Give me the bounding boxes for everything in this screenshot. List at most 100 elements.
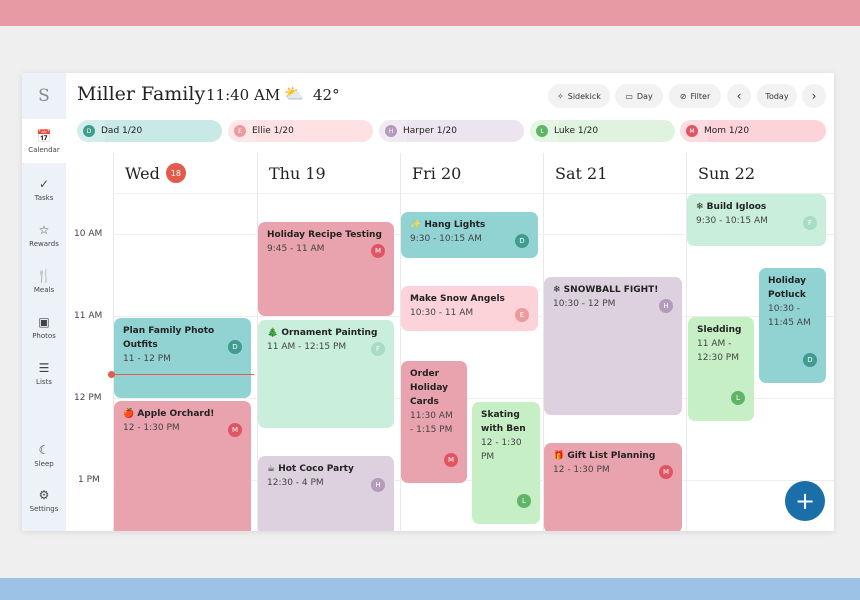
calendar-event[interactable]: ❄ Build Igloos 9:30 - 10:15 AM F <box>687 194 826 246</box>
event-title: 🍎 Apple Orchard! <box>123 409 215 419</box>
calendar-event[interactable]: ❄ SNOWBALL FIGHT! 10:30 - 12 PM H <box>544 277 682 415</box>
temperature: 42° <box>313 86 340 104</box>
sidebar-item-rewards[interactable]: ☆ Rewards <box>29 222 59 248</box>
event-time: 10:30 - 12 PM <box>553 299 616 309</box>
event-owner-avatar: E <box>515 308 529 322</box>
event-title: 🎁 Gift List Planning <box>553 451 656 461</box>
calendar-icon: ▭ <box>625 91 633 101</box>
event-title: Plan Family Photo Outfits <box>123 326 215 350</box>
photo-icon: ▣ <box>38 314 50 329</box>
chevron-right-icon: › <box>811 89 817 103</box>
grid-line <box>113 398 834 399</box>
member-pill[interactable]: L Luke 1/20 <box>530 120 675 142</box>
event-time: 10:30 - 11:45 AM <box>768 304 811 328</box>
chevron-left-icon: ‹ <box>736 89 742 103</box>
event-owner-avatar: D <box>515 234 529 248</box>
calendar-event[interactable]: 🎁 Gift List Planning 12 - 1:30 PM M <box>544 443 682 531</box>
list-icon: ☰ <box>38 360 50 375</box>
calendar-app: S 📅 Calendar ✓ Tasks ☆ Rewards 🍴 Meals ▣ Phot… <box>22 73 834 531</box>
member-label: Harper 1/20 <box>403 126 458 136</box>
sidebar-item-meals[interactable]: 🍴 Meals <box>33 268 55 294</box>
sidebar-item-photos[interactable]: ▣ Photos <box>32 314 56 340</box>
filter-button[interactable]: ⊘ Filter <box>669 84 721 108</box>
calendar-event[interactable]: Make Snow Angels 10:30 - 11 AM E <box>401 286 538 331</box>
current-time-dot <box>108 371 115 378</box>
check-icon: ✓ <box>38 176 50 191</box>
event-title: ❄ Build Igloos <box>696 202 767 212</box>
event-time: 12 - 1:30 PM <box>553 465 610 475</box>
partly-cloudy-icon: ⛅ <box>284 84 304 103</box>
calendar-event[interactable]: 🎄 Ornament Painting 11 AM - 12:15 PM F <box>258 320 394 428</box>
calendar-icon: 📅 <box>36 128 52 143</box>
moon-icon: ☾ <box>38 442 50 457</box>
sidebar-item-tasks[interactable]: ✓ Tasks <box>34 176 54 202</box>
sidebar: S 📅 Calendar ✓ Tasks ☆ Rewards 🍴 Meals ▣ Phot… <box>22 73 66 531</box>
member-label: Dad 1/20 <box>101 126 143 136</box>
add-event-button[interactable]: + <box>785 481 825 521</box>
event-owner-avatar: D <box>803 353 817 367</box>
event-title: ☕ Hot Coco Party <box>267 464 354 474</box>
sidebar-item-calendar[interactable]: 📅 Calendar <box>22 119 66 163</box>
event-time: 11 - 12 PM <box>123 354 171 364</box>
day-header-sun[interactable]: Sun 22 <box>698 163 756 183</box>
sidebar-item-settings[interactable]: ⚙ Settings <box>29 487 59 513</box>
event-time: 12 - 1:30 PM <box>123 423 180 433</box>
member-avatar: M <box>686 125 698 137</box>
event-owner-avatar: H <box>659 299 673 313</box>
calendar-event[interactable]: ☕ Hot Coco Party 12:30 - 4 PM H <box>258 456 394 531</box>
event-owner-avatar: M <box>228 423 242 437</box>
event-owner-avatar: L <box>517 494 531 508</box>
event-time: 11:30 AM - 1:15 PM <box>410 411 453 435</box>
divider <box>543 153 544 531</box>
event-title: ❄ SNOWBALL FIGHT! <box>553 285 659 295</box>
today-button[interactable]: Today <box>757 84 797 108</box>
app-logo: S <box>38 86 50 106</box>
member-label: Mom 1/20 <box>704 126 750 136</box>
event-owner-avatar: M <box>659 465 673 479</box>
day-view-button[interactable]: ▭ Day <box>615 84 663 108</box>
sidebar-item-sleep[interactable]: ☾ Sleep <box>34 442 54 468</box>
event-owner-avatar: F <box>803 216 817 230</box>
hour-label: 12 PM <box>74 393 102 403</box>
event-time: 12 - 1:30 PM <box>481 438 522 462</box>
event-owner-avatar: L <box>731 391 745 405</box>
calendar-event[interactable]: Holiday Potluck 10:30 - 11:45 AM D <box>759 268 826 383</box>
calendar-event[interactable]: Holiday Recipe Testing 9:45 - 11 AM M <box>258 222 394 316</box>
divider <box>400 153 401 531</box>
calendar-event[interactable]: Sledding 11 AM - 12:30 PM L <box>688 317 754 421</box>
event-time: 9:30 - 10:15 AM <box>696 216 768 226</box>
member-pill[interactable]: H Harper 1/20 <box>379 120 524 142</box>
utensils-icon: 🍴 <box>36 268 52 283</box>
day-header-sat[interactable]: Sat 21 <box>555 163 608 183</box>
event-title: Skating with Ben <box>481 410 526 434</box>
calendar-event[interactable]: Skating with Ben 12 - 1:30 PM L <box>472 402 540 524</box>
member-label: Ellie 1/20 <box>252 126 294 136</box>
sidekick-button[interactable]: ✧ Sidekick <box>548 84 610 108</box>
event-time: 10:30 - 11 AM <box>410 308 474 318</box>
event-title: Sledding <box>697 325 742 335</box>
event-owner-avatar: M <box>371 244 385 258</box>
grid-line <box>113 193 834 194</box>
previous-button[interactable]: ‹ <box>727 84 751 108</box>
event-title: Holiday Recipe Testing <box>267 230 382 240</box>
day-header-fri[interactable]: Fri 20 <box>412 163 462 183</box>
member-avatar: H <box>385 125 397 137</box>
day-header-thu[interactable]: Thu 19 <box>269 163 326 183</box>
current-time: 11:40 AM <box>206 86 281 104</box>
next-button[interactable]: › <box>802 84 826 108</box>
sidebar-item-lists[interactable]: ☰ Lists <box>36 360 52 386</box>
calendar-event[interactable]: 🍎 Apple Orchard! 12 - 1:30 PM M <box>114 401 251 531</box>
today-badge: 18 <box>165 163 186 183</box>
member-pill[interactable]: D Dad 1/20 <box>77 120 222 142</box>
event-time: 12:30 - 4 PM <box>267 478 324 488</box>
calendar-event[interactable]: Order Holiday Cards 11:30 AM - 1:15 PM M <box>401 361 467 483</box>
sparkle-icon: ✧ <box>557 91 564 101</box>
calendar-event[interactable]: ✨ Hang Lights 9:30 - 10:15 AM D <box>401 212 538 258</box>
eye-off-icon: ⊘ <box>679 91 687 101</box>
day-header-wed[interactable]: Wed 18 <box>113 153 186 193</box>
event-owner-avatar: D <box>228 340 242 354</box>
calendar-event[interactable]: Plan Family Photo Outfits 11 - 12 PM D <box>114 318 251 398</box>
member-pill[interactable]: E Ellie 1/20 <box>228 120 373 142</box>
member-pill[interactable]: M Mom 1/20 <box>680 120 826 142</box>
event-time: 11 AM - 12:15 PM <box>267 342 347 352</box>
